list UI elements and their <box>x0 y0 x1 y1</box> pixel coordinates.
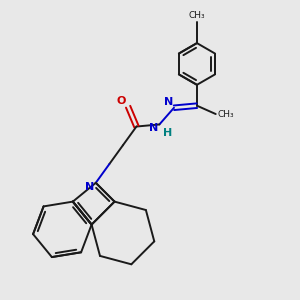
Text: CH₃: CH₃ <box>218 110 234 118</box>
Text: O: O <box>117 96 126 106</box>
Text: N: N <box>85 182 95 192</box>
Text: H: H <box>163 128 172 138</box>
Text: N: N <box>164 97 173 107</box>
Text: CH₃: CH₃ <box>189 11 205 20</box>
Text: N: N <box>149 123 158 134</box>
